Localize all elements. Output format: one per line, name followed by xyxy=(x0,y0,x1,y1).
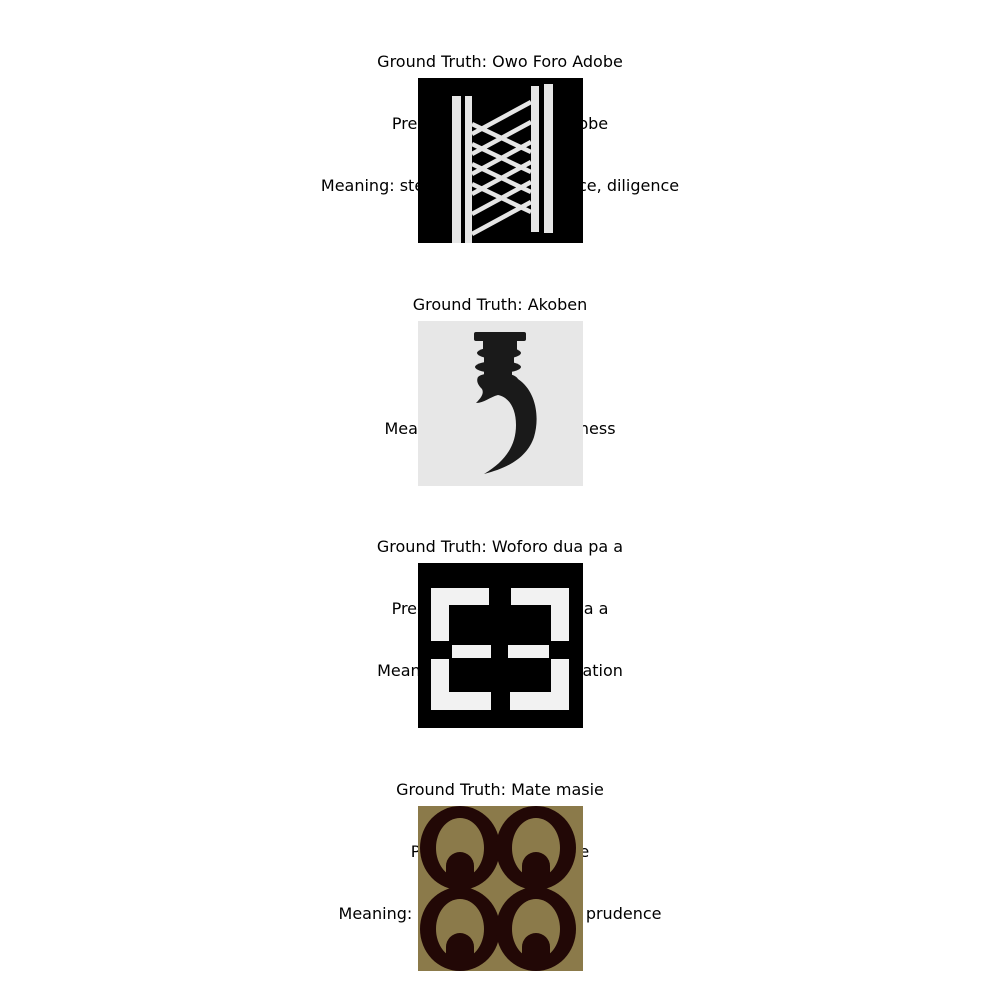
ground-truth-label: Ground Truth: Owo Foro Adobe xyxy=(377,52,623,72)
woforo-dua-pa-a-symbol xyxy=(418,563,583,728)
owo-foro-adobe-image xyxy=(418,78,583,243)
owo-foro-adobe-symbol xyxy=(418,78,583,243)
mate-masie-symbol xyxy=(418,806,583,971)
ground-truth-label: Ground Truth: Woforo dua pa a xyxy=(376,537,624,557)
akoben-image xyxy=(418,321,583,486)
mate-masie-image xyxy=(418,806,583,971)
ground-truth-label: Ground Truth: Akoben xyxy=(412,295,588,315)
ground-truth-label: Ground Truth: Mate masie xyxy=(396,780,604,800)
akoben-symbol xyxy=(418,321,583,486)
woforo-dua-pa-a-image xyxy=(418,563,583,728)
